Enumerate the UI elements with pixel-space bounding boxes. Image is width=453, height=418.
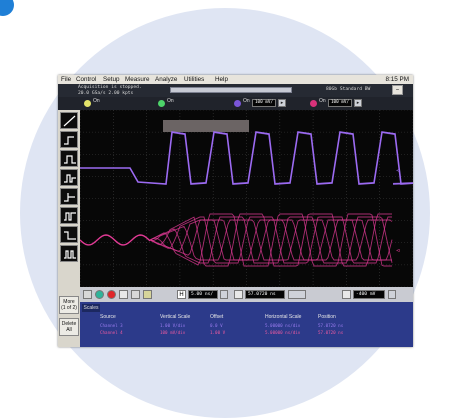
channel-2-indicator xyxy=(158,100,165,107)
tool-setup-icon[interactable] xyxy=(60,188,78,205)
memory-bar xyxy=(170,87,292,93)
header-source: Source xyxy=(100,314,116,320)
acquisition-marker xyxy=(163,120,249,132)
row2-offset: 1.00 V xyxy=(210,330,226,335)
menu-measure[interactable]: Measure xyxy=(125,76,150,83)
menu-help[interactable]: Help xyxy=(215,76,228,83)
channel-4-trace xyxy=(79,213,393,267)
control-bar: H 5.00 ns/ 57.0720 ns -400 mV xyxy=(80,287,413,302)
channel-1-indicator xyxy=(84,100,91,107)
stop-button[interactable] xyxy=(107,290,116,299)
channel-3[interactable]: On 100 mV/ ▸ xyxy=(234,98,294,108)
row1-vscale: 1.00 V/div xyxy=(160,323,186,328)
menu-file[interactable]: File xyxy=(61,76,72,83)
channel-3-trace xyxy=(80,131,413,185)
horizontal-icon[interactable]: H xyxy=(177,290,186,299)
position-field[interactable]: 57.0720 ns xyxy=(245,290,285,299)
channel-4-indicator xyxy=(310,100,317,107)
channel-4-trace-line xyxy=(149,219,392,261)
waveform-graph: ⊲ ⊲ xyxy=(79,109,413,288)
channel-4-trace-line xyxy=(149,219,393,261)
status-bar: Acquisition is stopped. 20.0 GSa/s 2.00 … xyxy=(58,84,413,97)
delete-all-button[interactable]: Delete All xyxy=(59,318,79,336)
channel-3-trace-line xyxy=(80,132,413,185)
channel-3-scale[interactable]: 100 mV/ xyxy=(252,99,276,107)
header-vertical-scale: Vertical Scale xyxy=(160,314,191,320)
tool-line-icon[interactable] xyxy=(60,112,78,129)
menu-utilities[interactable]: Utilities xyxy=(184,76,205,83)
menu-bar: File Control Setup Measure Analyze Utili… xyxy=(58,75,413,84)
trigger-spinner[interactable] xyxy=(388,290,396,299)
position-arrows[interactable] xyxy=(288,290,306,299)
clock: 8:15 PM xyxy=(385,76,409,83)
row2-vscale: 100 mV/div xyxy=(160,330,186,335)
sample-rate: 20.0 GSa/s 2.00 kpts xyxy=(78,91,134,96)
tool-pattern-icon[interactable] xyxy=(60,245,78,262)
more-label: More (1 of 2) xyxy=(61,299,77,311)
header-offset: Offset xyxy=(210,314,224,320)
ch4-marker-icon: ⊲ xyxy=(396,248,400,254)
row1-offset: 0.0 V xyxy=(210,323,223,328)
tool-panel: More (1 of 2) Delete All xyxy=(58,110,80,347)
run-button[interactable] xyxy=(95,290,104,299)
delay-icon[interactable] xyxy=(234,290,243,299)
clear-display-button[interactable] xyxy=(143,290,152,299)
menu-control[interactable]: Control xyxy=(76,76,97,83)
tool-runt-icon[interactable] xyxy=(60,169,78,186)
channel-3-spinner[interactable]: ▸ xyxy=(278,99,286,107)
ch3-marker-icon: ⊲ xyxy=(396,168,400,174)
channel-1-on: On xyxy=(93,98,100,104)
more-button[interactable]: More (1 of 2) xyxy=(59,296,79,314)
channel-4-trace-line xyxy=(149,213,392,267)
channel-4-trace-line xyxy=(149,216,392,264)
tool-edge-icon[interactable] xyxy=(60,131,78,148)
row1-position: 57.0720 ns xyxy=(318,323,344,328)
channel-3-indicator xyxy=(234,100,241,107)
tool-timeout-icon[interactable] xyxy=(60,226,78,243)
channel-4-spinner[interactable]: ▸ xyxy=(354,99,362,107)
corner-accent xyxy=(0,0,14,16)
graticule xyxy=(79,109,413,288)
bandwidth-label: 80Gb Standard BW xyxy=(326,87,371,92)
trigger-icon[interactable] xyxy=(342,290,351,299)
tool-window-icon[interactable] xyxy=(60,207,78,224)
scales-panel: Scales Source Vertical Scale Offset Hori… xyxy=(80,302,413,347)
header-position: Position xyxy=(318,314,336,320)
trigger-level-icon[interactable] xyxy=(83,290,92,299)
channel-4-on: On xyxy=(319,98,326,104)
channel-bar: On On On 100 mV/ ▸ On 100 mV/ ▸ xyxy=(58,97,413,110)
channel-1[interactable]: On xyxy=(84,98,124,108)
timebase-field[interactable]: 5.00 ns/ xyxy=(188,290,218,299)
channel-4-scale[interactable]: 100 mV/ xyxy=(328,99,352,107)
row2-source: Channel 4 xyxy=(100,330,123,335)
waveform-display[interactable]: ⊲ ⊲ xyxy=(79,109,413,288)
delete-all-label: Delete All xyxy=(61,321,77,333)
row1-hscale: 5.00000 ns/div xyxy=(265,323,301,328)
timebase-spinner[interactable] xyxy=(220,290,228,299)
header-horizontal-scale: Horizontal Scale xyxy=(265,314,302,320)
menu-analyze[interactable]: Analyze xyxy=(155,76,178,83)
single-button[interactable] xyxy=(119,290,128,299)
channel-2-on: On xyxy=(167,98,174,104)
channel-2[interactable]: On xyxy=(158,98,198,108)
oscilloscope-screen: File Control Setup Measure Analyze Utili… xyxy=(58,75,413,347)
channel-4-trace-line xyxy=(149,213,392,267)
channel-3-on: On xyxy=(243,98,250,104)
menu-setup[interactable]: Setup xyxy=(103,76,120,83)
channel-4[interactable]: On 100 mV/ ▸ xyxy=(310,98,370,108)
minimize-button[interactable]: – xyxy=(392,85,403,95)
channel-4-trace-line xyxy=(149,216,393,264)
trigger-level-field[interactable]: -400 mV xyxy=(353,290,385,299)
acquisition-status: Acquisition is stopped. xyxy=(78,85,142,90)
row2-position: 57.0720 ns xyxy=(318,330,344,335)
tool-pulse-icon[interactable] xyxy=(60,150,78,167)
row1-source: Channel 3 xyxy=(100,323,123,328)
autoscale-button[interactable] xyxy=(131,290,140,299)
channel-4-trace-line xyxy=(79,234,151,246)
row2-hscale: 5.00000 ns/div xyxy=(265,330,301,335)
scales-tab[interactable]: Scales xyxy=(82,304,100,312)
